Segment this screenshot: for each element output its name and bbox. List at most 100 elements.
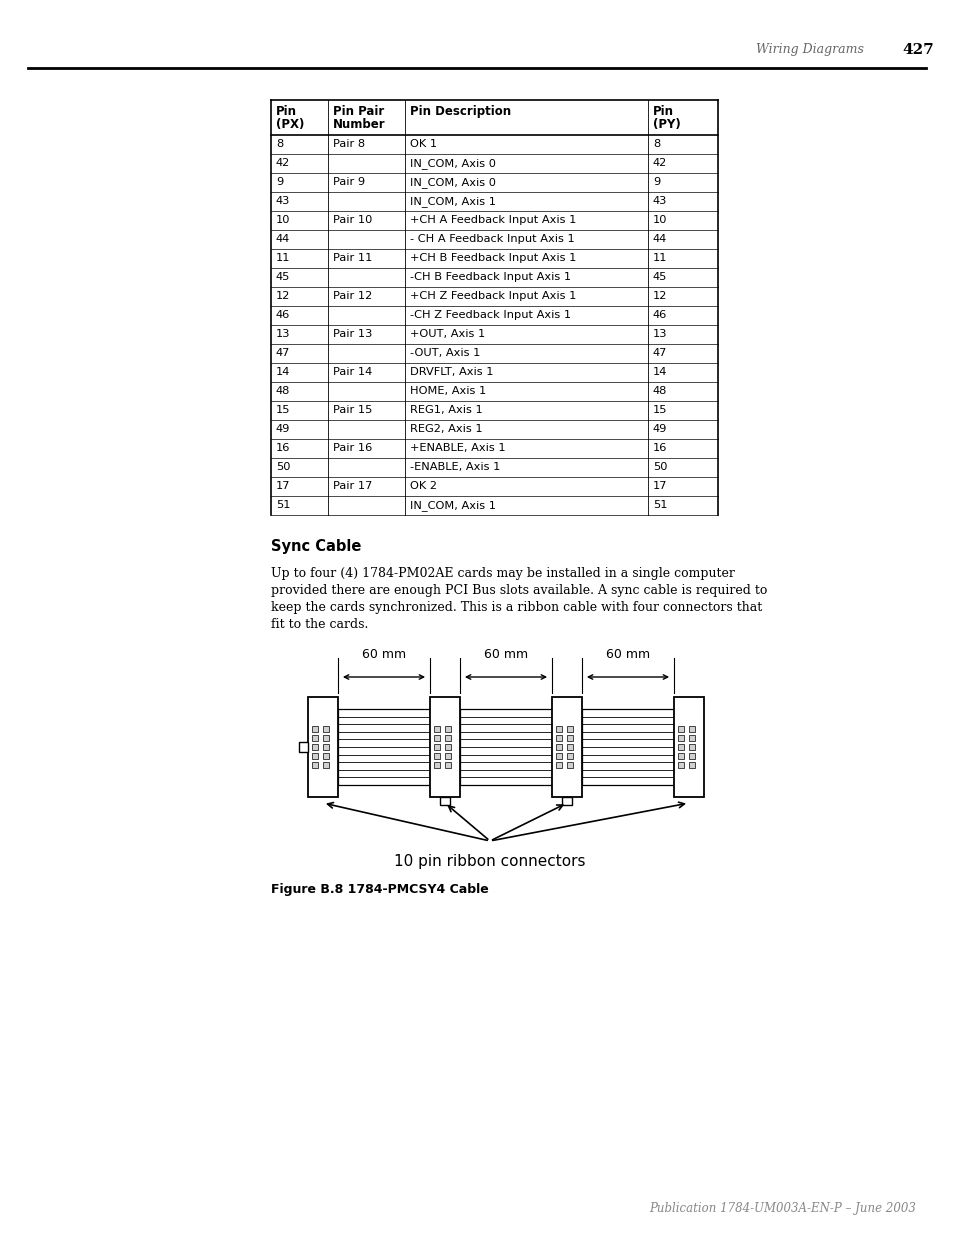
Bar <box>566 743 573 750</box>
Text: +CH Z Feedback Input Axis 1: +CH Z Feedback Input Axis 1 <box>410 291 576 301</box>
Text: Pin: Pin <box>652 105 673 119</box>
Text: Figure B.8 1784-PMCSY4 Cable: Figure B.8 1784-PMCSY4 Cable <box>271 883 488 897</box>
Bar <box>581 709 673 785</box>
Text: 13: 13 <box>275 329 291 338</box>
Text: 15: 15 <box>652 405 667 415</box>
Bar <box>444 753 451 760</box>
Bar <box>434 753 439 760</box>
Text: Pair 14: Pair 14 <box>333 367 372 377</box>
Bar <box>678 735 683 741</box>
Text: 60 mm: 60 mm <box>361 648 406 661</box>
Bar <box>444 762 451 768</box>
Text: 48: 48 <box>652 387 667 396</box>
Text: Pair 10: Pair 10 <box>333 215 372 225</box>
Text: 42: 42 <box>275 158 290 168</box>
Bar <box>434 726 439 732</box>
Text: 9: 9 <box>275 177 283 186</box>
Bar <box>444 726 451 732</box>
Text: 43: 43 <box>652 196 667 206</box>
Text: Number: Number <box>333 119 385 131</box>
Bar <box>556 762 561 768</box>
Text: 47: 47 <box>652 348 667 358</box>
Text: 51: 51 <box>652 500 667 510</box>
Text: Pair 9: Pair 9 <box>333 177 365 186</box>
Text: -CH Z Feedback Input Axis 1: -CH Z Feedback Input Axis 1 <box>410 310 571 320</box>
Text: -ENABLE, Axis 1: -ENABLE, Axis 1 <box>410 462 500 472</box>
Bar <box>444 743 451 750</box>
Text: 8: 8 <box>652 140 659 149</box>
Bar <box>678 743 683 750</box>
Text: IN_COM, Axis 1: IN_COM, Axis 1 <box>410 500 496 511</box>
Text: 45: 45 <box>275 272 290 282</box>
Bar <box>556 743 561 750</box>
Text: +OUT, Axis 1: +OUT, Axis 1 <box>410 329 485 338</box>
Bar <box>323 743 329 750</box>
Text: 44: 44 <box>275 233 290 245</box>
Text: (PY): (PY) <box>652 119 680 131</box>
Bar <box>323 762 329 768</box>
Text: 11: 11 <box>275 253 291 263</box>
Bar <box>312 753 317 760</box>
Text: 10: 10 <box>275 215 291 225</box>
Text: keep the cards synchronized. This is a ribbon cable with four connectors that: keep the cards synchronized. This is a r… <box>271 601 761 614</box>
Text: 10: 10 <box>652 215 667 225</box>
Bar <box>312 762 317 768</box>
Text: Pin Description: Pin Description <box>410 105 511 119</box>
Bar <box>323 735 329 741</box>
Text: - CH A Feedback Input Axis 1: - CH A Feedback Input Axis 1 <box>410 233 574 245</box>
Text: 14: 14 <box>275 367 290 377</box>
Bar <box>556 726 561 732</box>
Bar <box>566 726 573 732</box>
Bar <box>673 697 703 797</box>
Text: Pair 12: Pair 12 <box>333 291 372 301</box>
Text: 43: 43 <box>275 196 290 206</box>
Text: 9: 9 <box>652 177 659 186</box>
Text: 44: 44 <box>652 233 666 245</box>
Text: 60 mm: 60 mm <box>483 648 528 661</box>
Text: IN_COM, Axis 0: IN_COM, Axis 0 <box>410 177 496 188</box>
Text: HOME, Axis 1: HOME, Axis 1 <box>410 387 486 396</box>
Bar <box>298 742 308 752</box>
Text: +CH B Feedback Input Axis 1: +CH B Feedback Input Axis 1 <box>410 253 576 263</box>
Text: Publication 1784-UM003A-EN-P – June 2003: Publication 1784-UM003A-EN-P – June 2003 <box>648 1202 915 1215</box>
Bar <box>556 753 561 760</box>
Bar <box>444 735 451 741</box>
Text: Pin Pair: Pin Pair <box>333 105 384 119</box>
Text: 50: 50 <box>652 462 667 472</box>
Bar <box>556 735 561 741</box>
Text: Pair 17: Pair 17 <box>333 480 372 492</box>
Text: Pin: Pin <box>275 105 296 119</box>
Text: -OUT, Axis 1: -OUT, Axis 1 <box>410 348 480 358</box>
Text: IN_COM, Axis 1: IN_COM, Axis 1 <box>410 196 496 207</box>
Bar <box>581 709 673 785</box>
Bar <box>688 735 695 741</box>
Text: DRVFLT, Axis 1: DRVFLT, Axis 1 <box>410 367 493 377</box>
Text: 60 mm: 60 mm <box>605 648 649 661</box>
Bar <box>688 762 695 768</box>
Text: (PX): (PX) <box>275 119 304 131</box>
Text: Pair 13: Pair 13 <box>333 329 372 338</box>
Text: 13: 13 <box>652 329 667 338</box>
Bar <box>312 726 317 732</box>
Bar <box>566 753 573 760</box>
Bar <box>688 743 695 750</box>
Bar <box>312 743 317 750</box>
Text: fit to the cards.: fit to the cards. <box>271 618 368 631</box>
Text: 48: 48 <box>275 387 290 396</box>
Bar <box>552 697 581 797</box>
Bar <box>688 726 695 732</box>
Bar <box>566 762 573 768</box>
Text: Pair 8: Pair 8 <box>333 140 365 149</box>
Text: Wiring Diagrams: Wiring Diagrams <box>755 43 863 57</box>
Bar <box>337 709 430 785</box>
Text: 46: 46 <box>652 310 666 320</box>
Text: 42: 42 <box>652 158 666 168</box>
Bar <box>434 762 439 768</box>
Text: 17: 17 <box>652 480 667 492</box>
Bar <box>323 753 329 760</box>
Bar <box>561 797 572 805</box>
Text: 49: 49 <box>275 424 290 433</box>
Text: +CH A Feedback Input Axis 1: +CH A Feedback Input Axis 1 <box>410 215 576 225</box>
Text: 14: 14 <box>652 367 667 377</box>
Text: Up to four (4) 1784-PM02AE cards may be installed in a single computer: Up to four (4) 1784-PM02AE cards may be … <box>271 567 734 580</box>
